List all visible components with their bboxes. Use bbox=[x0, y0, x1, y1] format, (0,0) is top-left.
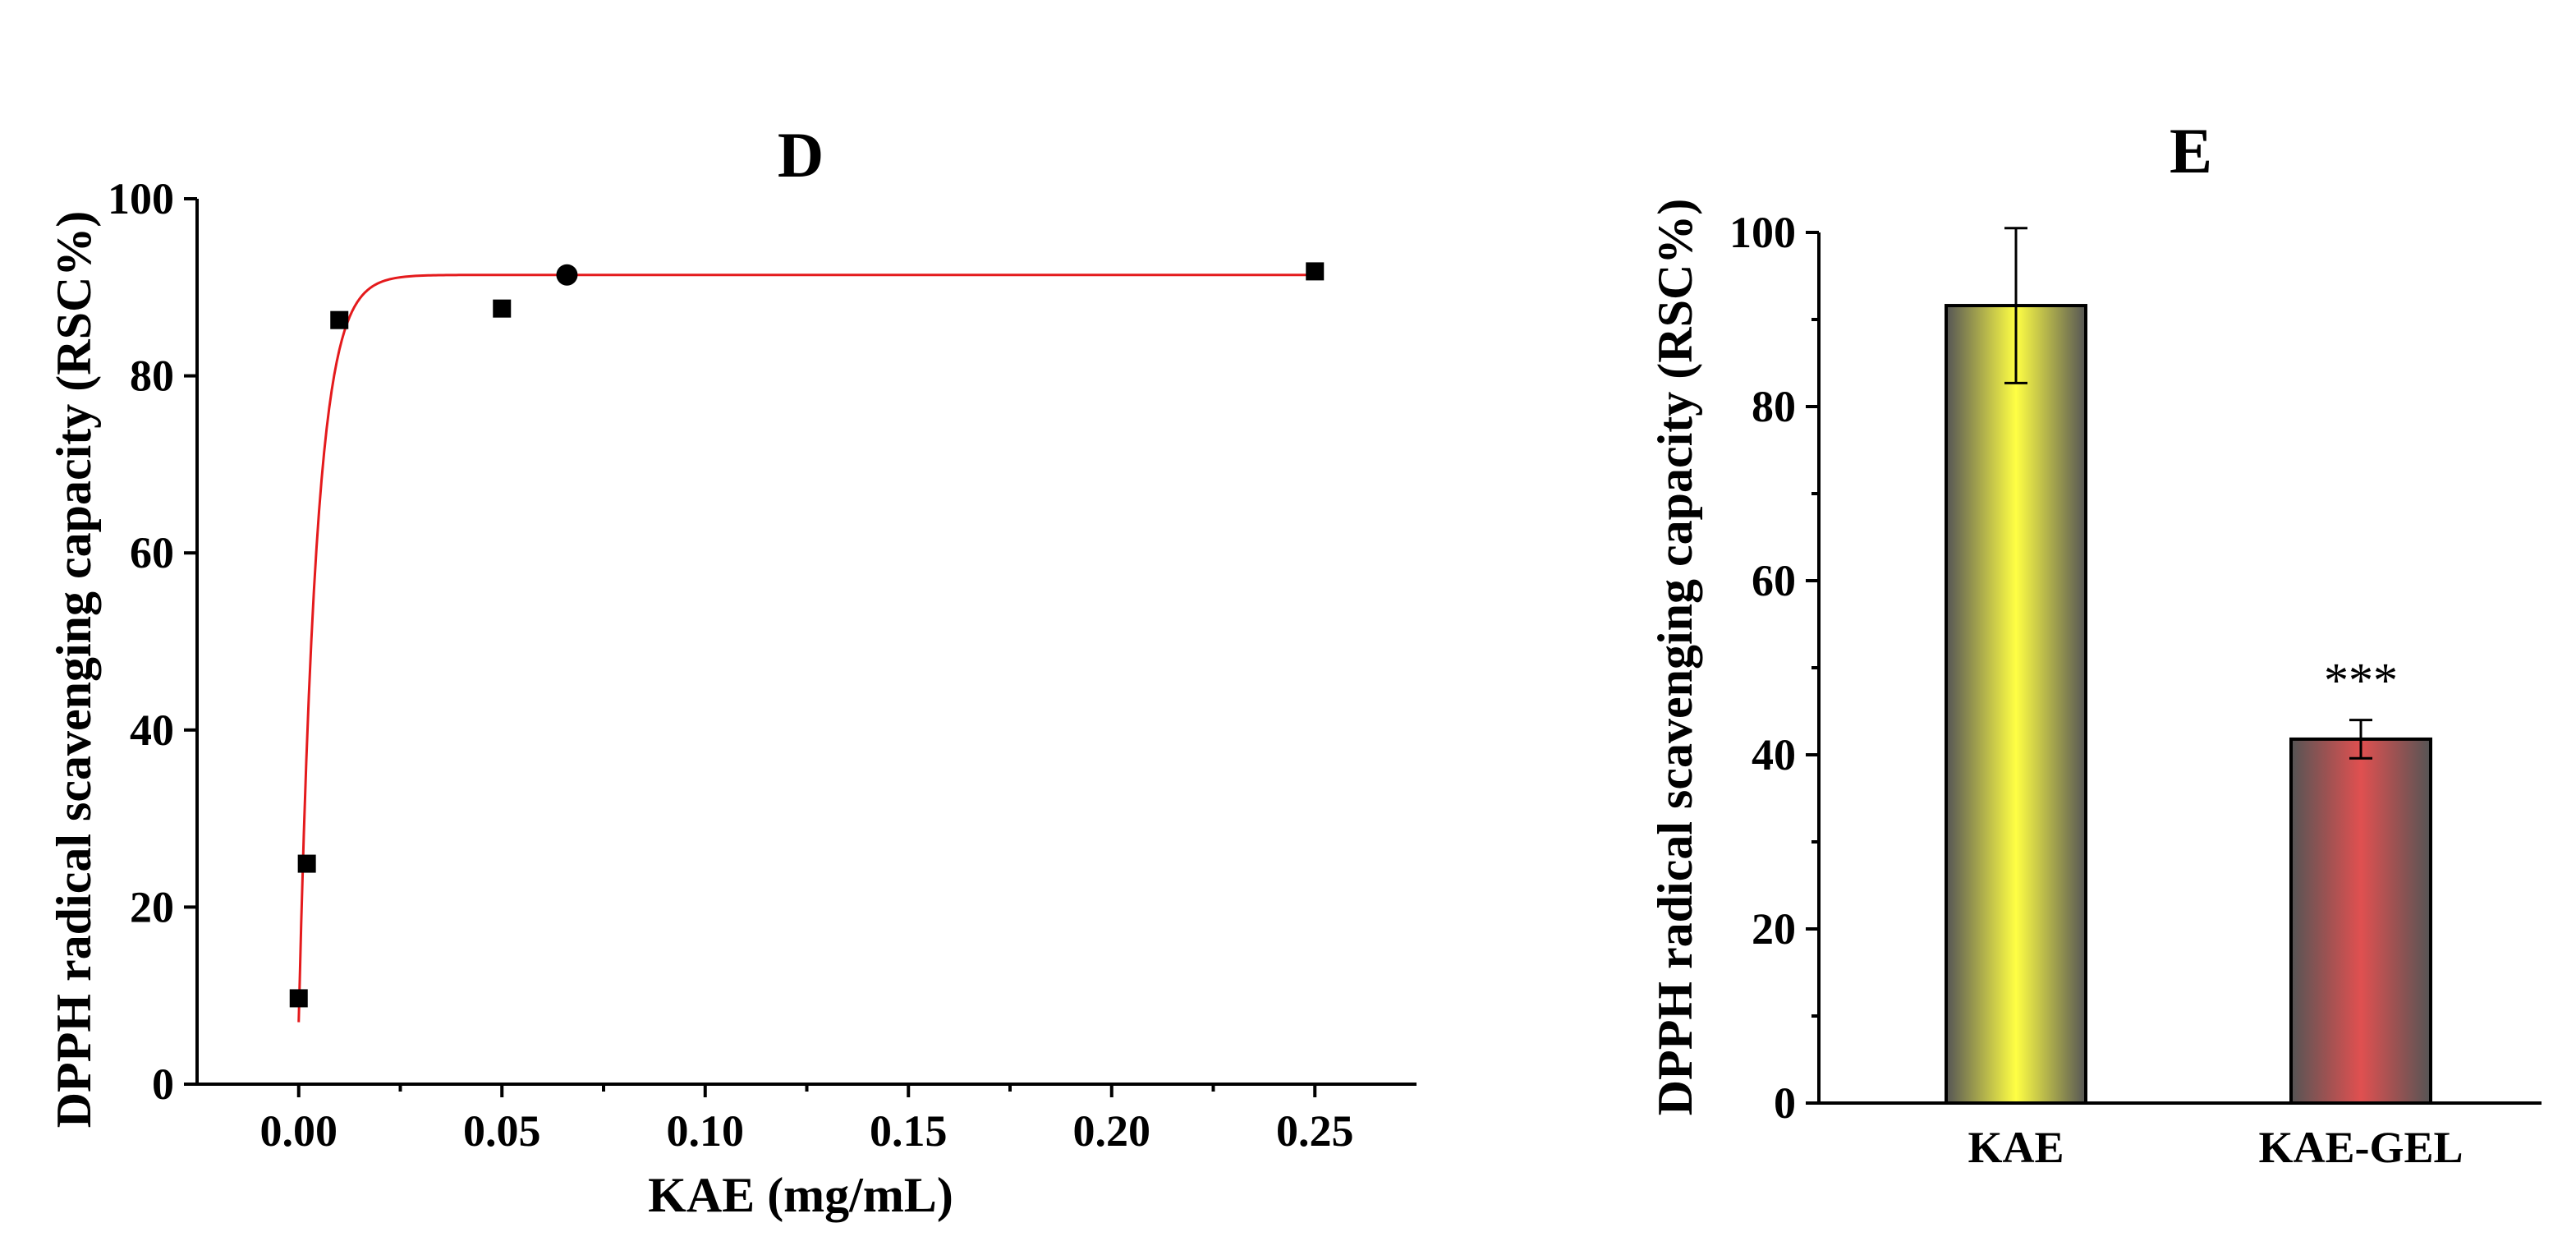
panel-e-bar bbox=[2289, 737, 2432, 1105]
panel-d-data-point bbox=[289, 989, 308, 1008]
panel-d-data-point bbox=[556, 264, 578, 286]
panel-d-y-tick-label: 20 bbox=[130, 882, 174, 931]
panel-d-x-tick-label: 0.25 bbox=[1276, 1106, 1354, 1156]
panel-d-x-tick-label: 0.00 bbox=[260, 1106, 338, 1156]
panel-e-y-tick-label: 40 bbox=[1752, 730, 1796, 779]
panel-d-data-point bbox=[330, 310, 349, 329]
panel-e-y-tick-label: 100 bbox=[1729, 208, 1796, 257]
panel-e-category-label: KAE bbox=[1968, 1123, 2064, 1172]
panel-d-y-tick-label: 0 bbox=[152, 1060, 174, 1109]
panel-d-y-tick-label: 100 bbox=[108, 174, 174, 223]
panel-d-fit-curve bbox=[297, 274, 1316, 1023]
panel-d-x-axis-label: KAE (mg/mL) bbox=[648, 1168, 953, 1222]
panel-e-y-axis-label: DPPH radical scavenging capacity (RSC%) bbox=[1648, 199, 1702, 1116]
panel-d-x-tick-label: 0.05 bbox=[463, 1106, 541, 1156]
panel-d-x-tick-label: 0.10 bbox=[667, 1106, 745, 1156]
panel-d-x-tick-label: 0.15 bbox=[870, 1106, 948, 1156]
panel-d: D DPPH radical scavenging capacity (RSC%… bbox=[47, 119, 1417, 1222]
panel-e-significance-label: *** bbox=[2324, 654, 2398, 708]
panel-d-y-tick-label: 40 bbox=[130, 706, 174, 755]
panel-e: E DPPH radical scavenging capacity (RSC%… bbox=[1648, 115, 2542, 1172]
panel-e-y-tick-label: 20 bbox=[1752, 904, 1796, 954]
panel-e-y-tick-label: 0 bbox=[1774, 1078, 1796, 1128]
panel-e-y-tick-label: 60 bbox=[1752, 556, 1796, 605]
panel-d-title: D bbox=[778, 119, 824, 191]
panel-d-y-tick-label: 80 bbox=[130, 352, 174, 401]
panel-e-bar bbox=[1945, 304, 2087, 1106]
panel-d-y-axis-label: DPPH radical scavenging capacity (RSC%) bbox=[47, 211, 101, 1129]
panel-e-category-label: KAE-GEL bbox=[2258, 1123, 2463, 1172]
panel-d-data-point bbox=[493, 299, 512, 318]
panel-d-y-tick-label: 60 bbox=[130, 528, 174, 577]
panel-d-x-tick-label: 0.20 bbox=[1073, 1106, 1151, 1156]
panel-e-title: E bbox=[2170, 115, 2212, 186]
panel-d-data-point bbox=[1306, 262, 1325, 281]
panel-d-data-point bbox=[297, 854, 316, 873]
panel-e-y-tick-label: 80 bbox=[1752, 382, 1796, 431]
